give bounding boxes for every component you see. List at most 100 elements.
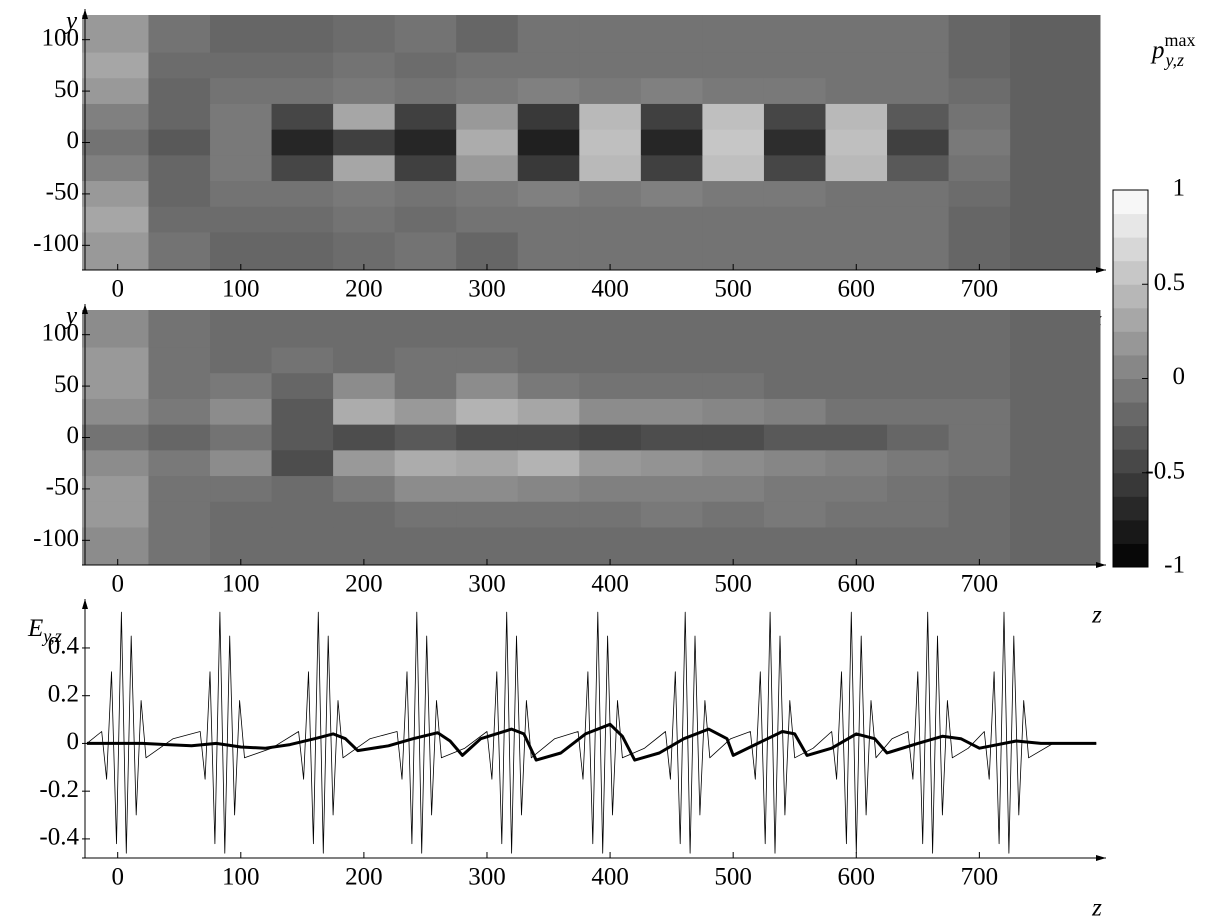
heatmap-cell	[763, 476, 826, 503]
heatmap-cell	[579, 15, 642, 54]
heatmap-cell	[640, 129, 703, 156]
colorbar-band	[1113, 378, 1148, 403]
heatmap-cell	[394, 232, 457, 271]
heatmap-cell	[702, 450, 765, 477]
colorbar-band	[1113, 543, 1148, 568]
heatmap-cell	[333, 398, 396, 426]
colorbar-tick-label: -0.5	[1145, 457, 1185, 484]
heatmap-cell	[579, 476, 642, 503]
heatmap-cell	[763, 206, 826, 233]
heatmap-cell	[763, 129, 826, 156]
heatmap-cell	[456, 15, 519, 54]
heatmap-cell	[640, 206, 703, 233]
heatmap-cell	[763, 310, 826, 349]
heatmap-cell	[271, 398, 334, 426]
heatmap-cell	[456, 424, 519, 451]
heatmap-cell	[763, 103, 826, 131]
heatmap-cell	[1010, 501, 1101, 528]
heatmap-cell	[887, 501, 950, 528]
heatmap-cell	[887, 398, 950, 426]
heatmap-cell	[1010, 181, 1101, 208]
x-tick-label: 700	[961, 864, 999, 891]
heatmap-cell	[271, 310, 334, 349]
x-tick-label: 100	[222, 276, 260, 303]
colorbar-label: pmax y,z	[1150, 30, 1196, 70]
heatmap-cell	[456, 52, 519, 79]
heatmap-cell	[825, 501, 888, 528]
heatmap-cell	[887, 527, 950, 566]
heatmap-cell	[517, 15, 580, 54]
x-tick-label: 300	[468, 864, 506, 891]
y-tick-label: -50	[46, 474, 79, 501]
heatmap-cell	[887, 206, 950, 233]
y-tick-label: -100	[33, 230, 79, 257]
heatmap-cell	[702, 52, 765, 79]
heatmap-cell	[948, 15, 1011, 54]
heatmap-cell	[333, 103, 396, 131]
heatmap-cell	[394, 476, 457, 503]
heatmap-cell	[640, 476, 703, 503]
heatmap-cell	[1010, 450, 1101, 477]
heatmap-cell	[825, 476, 888, 503]
heatmap-cell	[456, 206, 519, 233]
heatmap-cell	[763, 450, 826, 477]
heatmap-cell	[825, 52, 888, 79]
heatmap-cell	[887, 15, 950, 54]
heatmap-cell	[948, 206, 1011, 233]
colorbar-tick-label: -1	[1164, 552, 1185, 579]
heatmap-cell	[763, 373, 826, 400]
heatmap-cell	[333, 129, 396, 156]
colorbar-band	[1113, 402, 1148, 427]
colorbar-band	[1113, 331, 1148, 356]
heatmap-cell	[148, 52, 211, 79]
heatmap-cell	[210, 15, 273, 54]
heatmap-cell	[148, 181, 211, 208]
heatmap-cell	[456, 501, 519, 528]
heatmap-cell	[394, 310, 457, 349]
heatmap-cell	[825, 129, 888, 156]
heatmap-cell	[82, 78, 149, 105]
heatmap-cell	[887, 103, 950, 131]
heatmap-cell	[271, 476, 334, 503]
heatmap-cell	[640, 232, 703, 271]
heatmap-cell	[579, 181, 642, 208]
heatmap-cell	[948, 103, 1011, 131]
heatmap-cell	[148, 527, 211, 566]
colorbar-label-sub: y,z	[1164, 50, 1185, 70]
heatmap-cell	[210, 450, 273, 477]
y-tick-label: -100	[33, 525, 79, 552]
heatmap-cell	[271, 347, 334, 374]
heatmap-cell	[640, 103, 703, 131]
heatmap-cell	[517, 310, 580, 349]
heatmap-cell	[887, 181, 950, 208]
heatmap-cell	[82, 501, 149, 528]
heatmap-cell	[1010, 347, 1101, 374]
heatmap-cell	[456, 398, 519, 426]
heatmap-cell	[763, 527, 826, 566]
heatmap-cell	[210, 310, 273, 349]
heatmap-cell	[702, 347, 765, 374]
colorbar-band	[1113, 213, 1148, 238]
heatmap-cell	[394, 398, 457, 426]
heatmap-cell	[271, 527, 334, 566]
heatmap-cell	[640, 527, 703, 566]
heatmap-cell	[148, 78, 211, 105]
heatmap-cell	[763, 347, 826, 374]
heatmap-cell	[887, 52, 950, 79]
heatmap-cell	[640, 450, 703, 477]
heatmap-cell	[394, 52, 457, 79]
heatmap-cell	[333, 476, 396, 503]
y-axis-label: y	[63, 303, 78, 330]
y-tick-label: -0.4	[39, 824, 79, 851]
colorbar-tick-label: 0.5	[1154, 269, 1185, 296]
heatmap-cell	[825, 15, 888, 54]
heatmap-cell	[148, 103, 211, 131]
heatmap-cell	[271, 15, 334, 54]
x-tick-label: 400	[591, 276, 629, 303]
heatmap-cell	[394, 103, 457, 131]
heatmap-cell	[517, 347, 580, 374]
heatmap-cell	[82, 310, 149, 349]
heatmap-cell	[210, 373, 273, 400]
heatmap-cell	[948, 501, 1011, 528]
heatmap-cell	[825, 206, 888, 233]
